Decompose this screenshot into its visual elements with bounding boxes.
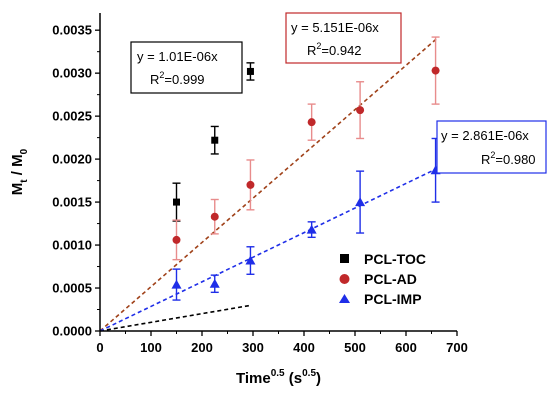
plot-area	[99, 36, 441, 332]
y-axis-title: Mt / M0	[9, 148, 30, 195]
fit-equation-pcl-toc: y = 1.01E-06x	[137, 49, 218, 64]
series-pcl-imp	[99, 137, 441, 332]
x-axis-ticks: 0 100 200 300 400 500 600 700	[96, 331, 468, 355]
x-axis-title-unit-sup: 0.5	[302, 368, 316, 379]
x-tick-label: 0	[96, 340, 103, 355]
fit-line-pcl-imp	[99, 167, 437, 332]
y-axis-ticks: 0.0000 0.0005 0.0010 0.0015 0.0020 0.0025 0.00…	[52, 23, 100, 339]
point-pcl-ad	[246, 180, 255, 189]
legend-label-pcl-ad: PCL-AD	[364, 271, 417, 287]
legend-item-pcl-toc: PCL-TOC	[340, 251, 426, 267]
x-tick-label: 700	[446, 340, 468, 355]
fit-annotation-pcl-toc: y = 1.01E-06x R2=0.999	[130, 41, 243, 94]
x-axis-title-unit-close: )	[316, 370, 321, 387]
y-axis-title-base: M	[9, 183, 26, 196]
fit-annotation-pcl-ad: y = 5.151E-06x R2=0.942	[285, 12, 402, 64]
series-pcl-toc	[99, 62, 255, 332]
fit-line-pcl-toc	[99, 304, 251, 332]
point-pcl-ad	[172, 235, 181, 244]
point-pcl-imp	[245, 255, 256, 265]
y-tick-label: 0.0015	[52, 195, 92, 210]
point-pcl-toc	[246, 67, 254, 75]
fit-equation-pcl-imp: y = 2.861E-06x	[441, 128, 529, 143]
fit-line-pcl-ad	[99, 38, 438, 332]
x-tick-label: 300	[242, 340, 264, 355]
point-pcl-toc	[173, 198, 180, 206]
y-tick-label: 0.0010	[52, 238, 92, 253]
x-axis-title-sup: 0.5	[271, 368, 285, 379]
x-tick-label: 100	[140, 340, 162, 355]
point-pcl-imp	[209, 278, 220, 288]
legend-marker-pcl-toc	[340, 254, 349, 263]
y-tick-label: 0.0035	[52, 23, 92, 38]
fit-r2-pcl-ad: R2=0.942	[307, 41, 362, 58]
x-tick-label: 200	[191, 340, 213, 355]
point-pcl-ad	[307, 118, 316, 127]
series-pcl-ad	[99, 36, 440, 332]
legend-label-pcl-imp: PCL-IMP	[364, 291, 422, 307]
fit-r2-pcl-toc: R2=0.999	[150, 70, 205, 87]
point-pcl-ad	[431, 66, 440, 75]
y-tick-label: 0.0025	[52, 109, 92, 124]
point-pcl-toc	[211, 136, 219, 144]
point-pcl-imp	[306, 224, 317, 234]
legend-marker-pcl-imp	[339, 294, 350, 303]
legend-item-pcl-imp: PCL-IMP	[339, 291, 422, 307]
legend: PCL-TOC PCL-AD PCL-IMP	[339, 251, 426, 307]
x-axis-title-unit-open: (s	[285, 370, 303, 387]
point-pcl-ad	[356, 106, 365, 115]
legend-label-pcl-toc: PCL-TOC	[364, 251, 426, 267]
point-pcl-imp	[171, 279, 182, 289]
y-tick-label: 0.0005	[52, 281, 92, 296]
y-axis-title-sub1: t	[19, 179, 30, 183]
x-tick-label: 600	[395, 340, 417, 355]
fit-equation-pcl-ad: y = 5.151E-06x	[291, 20, 379, 35]
y-tick-label: 0.0030	[52, 66, 92, 81]
x-tick-label: 400	[293, 340, 315, 355]
y-tick-label: 0.0000	[52, 324, 92, 339]
x-axis-title: Time0.5 (s0.5)	[236, 368, 321, 387]
point-pcl-ad	[210, 212, 219, 221]
fit-annotation-pcl-imp: y = 2.861E-06x R2=0.980	[436, 120, 547, 174]
x-axis-title-base: Time	[236, 370, 271, 387]
point-pcl-imp	[355, 197, 366, 207]
legend-item-pcl-ad: PCL-AD	[339, 271, 417, 287]
y-tick-label: 0.0020	[52, 152, 92, 167]
y-axis-title-sub2: 0	[19, 148, 30, 154]
x-tick-label: 500	[344, 340, 366, 355]
legend-marker-pcl-ad	[339, 274, 350, 284]
fit-r2-pcl-imp: R2=0.980	[481, 150, 536, 167]
y-axis-title-mid: / M	[9, 154, 26, 179]
